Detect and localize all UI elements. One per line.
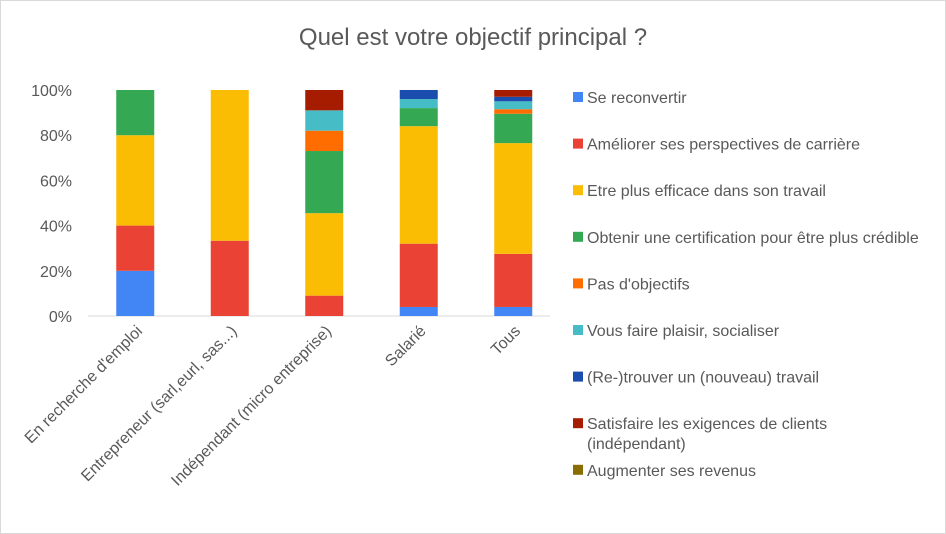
- legend-swatch: [573, 325, 583, 335]
- legend-label: Augmenter ses revenus: [587, 463, 756, 480]
- bar-segment: [399, 306, 438, 316]
- bars: [116, 90, 533, 316]
- bar-segment: [116, 90, 155, 136]
- bar-segment: [494, 109, 533, 114]
- bar-segment: [399, 90, 438, 100]
- chart-title: Quel est votre objectif principal ?: [299, 24, 647, 51]
- legend-swatch: [573, 92, 583, 102]
- y-tick-label: 20%: [40, 264, 72, 281]
- legend-label: Vous faire plaisir, socialiser: [587, 323, 780, 340]
- legend-label: Satisfaire les exigences de clients (indé…: [587, 416, 827, 453]
- y-tick-label: 60%: [40, 173, 72, 190]
- bar-segment: [305, 90, 344, 111]
- bar-segment: [116, 135, 155, 226]
- legend-swatch: [573, 464, 583, 475]
- legend-label: Se reconvertir: [587, 90, 687, 107]
- x-category-label: Tous: [488, 323, 524, 359]
- bar-segment: [210, 90, 249, 241]
- bar-segment: [305, 110, 344, 131]
- legend: Se reconvertir Améliorer ses perspectives…: [573, 90, 919, 480]
- y-tick-label: 40%: [40, 219, 72, 236]
- bar-segment: [305, 213, 344, 296]
- y-tick-label: 80%: [40, 128, 72, 145]
- bar-segment: [494, 101, 533, 110]
- y-tick-label: 100%: [31, 83, 72, 100]
- bar-segment: [210, 240, 249, 316]
- legend-swatch: [573, 185, 583, 196]
- bar-segment: [399, 108, 438, 127]
- bar-segment: [116, 270, 155, 316]
- legend-swatch: [573, 278, 583, 289]
- bar-segment: [494, 143, 533, 254]
- bar-segment: [399, 126, 438, 244]
- x-category-label: Indépendant (micro entreprise): [168, 323, 335, 490]
- y-tick-label: 0%: [49, 309, 72, 326]
- bar-segment: [399, 99, 438, 109]
- bar-segment: [494, 90, 533, 97]
- y-axis: 0% 20% 40% 60% 80% 100%: [31, 83, 72, 326]
- bar-segment: [399, 243, 438, 307]
- legend-label: (Re-)trouver un (nouveau) travail: [587, 370, 819, 387]
- bar-segment: [305, 151, 344, 214]
- bar-segment: [494, 96, 533, 102]
- bar-segment: [305, 295, 344, 316]
- legend-label: Obtenir une certification pour être plus…: [587, 230, 919, 247]
- x-category-label: Salarié: [382, 323, 429, 370]
- legend-label: Etre plus efficace dans son travail: [587, 183, 826, 200]
- legend-swatch: [573, 418, 583, 429]
- bar-segment: [494, 113, 533, 144]
- bar-segment: [305, 130, 344, 152]
- bar-segment: [494, 253, 533, 307]
- bar-segment: [494, 306, 533, 316]
- legend-swatch: [573, 231, 583, 242]
- legend-swatch: [573, 371, 583, 382]
- bar-segment: [116, 225, 155, 271]
- legend-label: Améliorer ses perspectives de carrière: [587, 137, 860, 154]
- legend-label: Pas d'objectifs: [587, 276, 690, 293]
- legend-swatch: [573, 138, 583, 149]
- x-category-label: Entrepreneur (sarl,eurl, sas...): [78, 323, 240, 485]
